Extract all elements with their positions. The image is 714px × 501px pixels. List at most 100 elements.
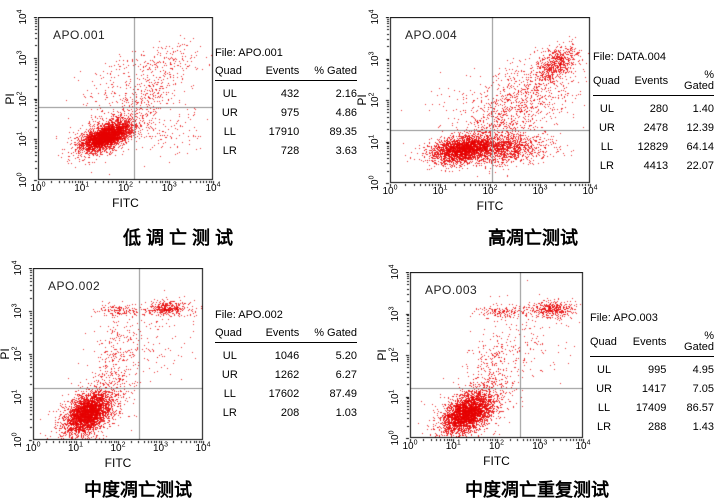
y-tick-label: 104 (368, 9, 381, 25)
panel-caption: 低 调 亡 测 试 (122, 228, 234, 248)
x-axis-label: FITC (104, 456, 132, 470)
y-tick-label: 100 (388, 430, 401, 446)
file-label: File: APO.001 (215, 47, 283, 59)
stats-cell-gated: 22.07 (686, 160, 714, 172)
x-tick-label: 102 (110, 441, 126, 454)
y-axis-label: PI (0, 348, 12, 360)
plot-name-label: APO.001 (53, 28, 106, 42)
y-tick-label: 101 (11, 389, 24, 405)
y-tick-label: 100 (16, 172, 29, 188)
y-tick-label: 100 (368, 175, 381, 191)
stats-header-gated: % Gated (666, 331, 714, 357)
x-axis-label: FITC (476, 199, 504, 213)
stats-header-events: Events (618, 331, 667, 357)
quadrant-stats: File: APO.002 Quad Events % Gated UL 104… (215, 310, 357, 419)
stats-cell-quad: LL (223, 388, 236, 400)
stats-cell-quad: UL (222, 350, 237, 362)
stats-cell-gated: 4.86 (335, 107, 357, 119)
stats-cell-quad: UR (221, 107, 238, 119)
y-tick-label: 103 (368, 50, 381, 67)
x-tick-label: 104 (575, 439, 591, 452)
stats-cell-gated: 12.39 (686, 122, 714, 134)
stats-header-quad: Quad (215, 66, 245, 81)
y-tick-label: 102 (16, 90, 29, 107)
stats-row: LL 17409 86.57 (590, 395, 714, 414)
plot-name-label: APO.003 (425, 283, 478, 297)
stats-cell-quad: UR (598, 122, 615, 134)
x-tick-label: 103 (152, 441, 169, 454)
x-tick-label: 102 (482, 184, 498, 197)
panel-caption: 中度凋亡重复测试 (465, 480, 609, 500)
stats-cell-gated: 6.27 (335, 369, 357, 381)
scatter-plot-frame: APO.001 (31, 17, 215, 187)
stats-cell-quad: LL (223, 126, 236, 138)
x-tick-label: 101 (74, 181, 90, 194)
scatter-canvas (383, 17, 592, 190)
stats-header-events: Events (244, 328, 300, 343)
y-tick-label: 104 (16, 9, 29, 25)
x-tick-label: 102 (488, 439, 505, 452)
stats-cell-quad: LL (600, 141, 614, 153)
y-tick-label: 101 (368, 133, 381, 150)
quadrant-stats-table: Quad Events % Gated UL 432 2.16 UR 975 4… (215, 66, 357, 157)
x-tick-label: 104 (195, 441, 211, 454)
x-tick-label: 100 (402, 439, 418, 452)
file-label: File: APO.002 (215, 309, 283, 321)
stats-row: UR 2478 12.39 (593, 115, 714, 134)
stats-cell-events: 17910 (268, 126, 300, 138)
y-tick-label: 104 (388, 264, 401, 280)
stats-cell-gated: 89.35 (329, 126, 357, 138)
stats-header-events: Events (244, 66, 300, 81)
stats-cell-events: 280 (649, 103, 669, 115)
stats-cell-events: 17409 (635, 402, 667, 414)
stats-cell-quad: UR (221, 369, 238, 381)
plot-name-label: APO.004 (405, 28, 458, 42)
stats-cell-gated: 5.20 (335, 350, 357, 362)
stats-row: LR 4413 22.07 (593, 153, 714, 172)
x-tick-label: 101 (432, 184, 448, 197)
stats-row: UL 432 2.16 (215, 81, 357, 101)
x-tick-label: 103 (161, 181, 177, 194)
x-tick-label: 101 (67, 441, 84, 454)
stats-cell-quad: UR (596, 383, 612, 395)
stats-cell-events: 1046 (274, 350, 300, 362)
file-label: File: APO.003 (590, 312, 658, 324)
panel-apo004: APO.004 PI FITC File: DATA.004 Quad Even… (355, 0, 714, 250)
quadrant-stats-table: Quad Events % Gated UL 1046 5.20 UR 1262… (215, 328, 357, 419)
stats-row: UL 1046 5.20 (215, 343, 357, 363)
stats-header-row: Quad Events % Gated (215, 66, 357, 81)
stats-cell-gated: 4.95 (692, 364, 714, 376)
stats-cell-quad: UL (222, 88, 237, 100)
scatter-plot-frame: APO.004 (383, 17, 592, 190)
stats-cell-gated: 1.03 (335, 407, 357, 419)
stats-cell-quad: LR (222, 407, 237, 419)
x-tick-label: 100 (25, 441, 41, 454)
y-tick-label: 100 (11, 432, 24, 448)
quadrant-stats: File: DATA.004 Quad Events % Gated UL 28… (593, 52, 714, 172)
stats-row: LL 17910 89.35 (215, 119, 357, 138)
x-tick-label: 104 (205, 181, 221, 194)
stats-cell-gated: 1.43 (692, 421, 714, 433)
stats-cell-gated: 3.63 (335, 145, 357, 157)
stats-cell-gated: 1.40 (692, 103, 714, 115)
y-tick-label: 101 (16, 131, 29, 147)
stats-row: UL 280 1.40 (593, 96, 714, 116)
stats-cell-quad: LR (222, 145, 237, 157)
scatter-plot-frame: APO.003 (403, 272, 585, 445)
stats-cell-quad: LR (599, 160, 614, 172)
panel-caption: 高凋亡测试 (488, 228, 578, 248)
stats-cell-events: 288 (648, 421, 667, 433)
stats-row: UR 1417 7.05 (590, 376, 714, 395)
y-axis-label: PI (375, 349, 389, 361)
stats-cell-quad: LR (597, 421, 612, 433)
y-tick-label: 103 (388, 305, 401, 322)
file-label: File: DATA.004 (593, 51, 666, 63)
stats-cell-quad: UL (597, 364, 612, 376)
stats-row: LL 12829 64.14 (593, 134, 714, 153)
scatter-canvas (26, 268, 205, 447)
stats-cell-events: 4413 (643, 160, 669, 172)
stats-header-events: Events (620, 70, 669, 96)
y-tick-label: 101 (388, 388, 401, 405)
y-axis-label: PI (3, 92, 17, 105)
